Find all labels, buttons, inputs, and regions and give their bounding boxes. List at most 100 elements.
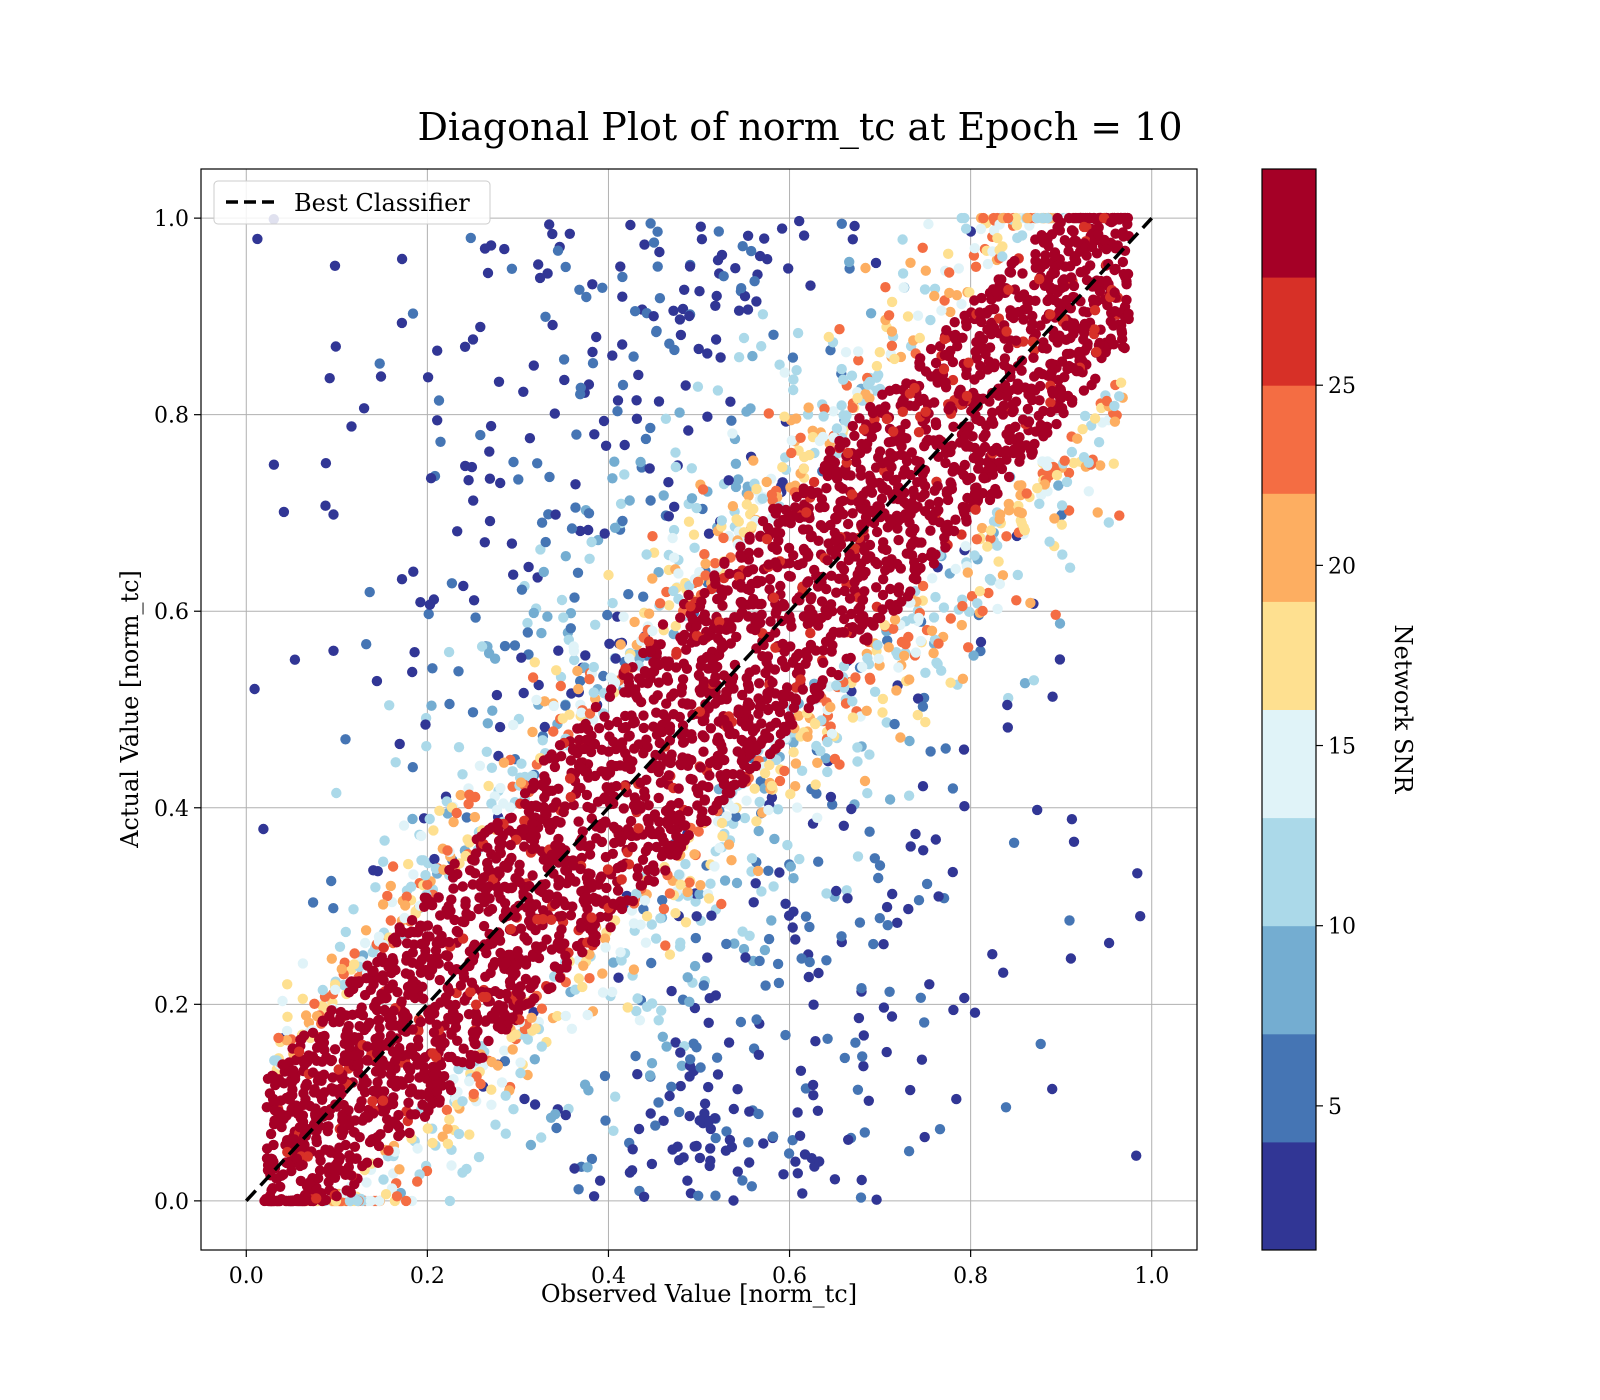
scatter-point (479, 243, 491, 254)
scatter-point (831, 423, 843, 434)
scatter-point (481, 1015, 492, 1026)
scatter-point (956, 298, 967, 310)
scatter-point (957, 332, 968, 343)
scatter-point (367, 966, 378, 977)
scatter-point (994, 578, 1006, 590)
scatter-point (725, 787, 736, 799)
scatter-point (341, 1025, 353, 1036)
scatter-point (602, 609, 613, 621)
scatter-point (464, 789, 475, 800)
scatter-point (683, 589, 694, 601)
scatter-point (825, 791, 837, 803)
scatter-point (336, 963, 347, 975)
scatter-point (997, 570, 1009, 581)
scatter-point (565, 608, 577, 619)
scatter-point (297, 958, 309, 969)
scatter-point (986, 462, 997, 474)
scatter-point (771, 544, 783, 555)
scatter-point (883, 310, 895, 321)
scatter-point (394, 738, 405, 750)
scatter-point (809, 682, 820, 694)
scatter-point (984, 396, 995, 407)
scatter-point (632, 871, 643, 882)
scatter-point (956, 619, 967, 631)
scatter-point (396, 253, 408, 265)
scatter-point (401, 938, 413, 949)
scatter-point (607, 350, 618, 361)
scatter-point (493, 376, 505, 387)
scatter-point (774, 867, 785, 878)
scatter-point (919, 1131, 930, 1143)
scatter-point (495, 848, 506, 859)
scatter-point (375, 371, 387, 382)
scatter-point (1026, 383, 1037, 394)
scatter-point (639, 791, 651, 802)
scatter-point (452, 526, 463, 537)
scatter-point (1101, 244, 1112, 255)
scatter-point (349, 1179, 360, 1190)
scatter-point (920, 406, 931, 417)
scatter-point (928, 612, 940, 623)
scatter-point (865, 401, 876, 413)
scatter-point (886, 296, 898, 308)
scatter-point (364, 586, 375, 598)
scatter-point (834, 435, 845, 447)
scatter-point (853, 346, 864, 357)
scatter-point (764, 573, 776, 585)
scatter-point (880, 565, 891, 576)
scatter-point (624, 653, 635, 664)
scatter-point (378, 942, 389, 953)
scatter-point (783, 612, 795, 623)
scatter-point (559, 801, 571, 812)
scatter-point (836, 605, 848, 616)
scatter-point (788, 747, 799, 758)
scatter-point (507, 1012, 518, 1023)
scatter-point (1083, 457, 1094, 468)
scatter-point (485, 420, 497, 432)
scatter-point (640, 937, 652, 948)
scatter-point (420, 719, 431, 730)
scatter-point (754, 250, 766, 262)
scatter-point (1034, 498, 1045, 509)
scatter-point (643, 817, 654, 828)
scatter-point (746, 245, 757, 257)
scatter-point (1035, 320, 1046, 331)
scatter-point (731, 877, 743, 889)
scatter-point (564, 228, 575, 239)
scatter-point (470, 848, 482, 859)
scatter-point (930, 591, 941, 603)
scatter-point (636, 880, 648, 891)
scatter-point (648, 237, 660, 248)
scatter-point (796, 953, 807, 964)
scatter-point (423, 1008, 434, 1019)
scatter-point (803, 549, 814, 560)
scatter-point (670, 447, 681, 458)
scatter-point (668, 688, 680, 699)
scatter-point (522, 617, 533, 629)
scatter-point (442, 982, 453, 993)
scatter-point (536, 627, 547, 639)
scatter-point (404, 1065, 416, 1076)
scatter-point (754, 796, 765, 808)
scatter-point (686, 493, 698, 504)
scatter-point (1006, 258, 1017, 269)
scatter-point (719, 754, 730, 766)
scatter-point (862, 788, 873, 799)
scatter-point (939, 333, 950, 345)
scatter-point (368, 865, 379, 876)
scatter-point (550, 509, 561, 520)
scatter-point (323, 1121, 334, 1132)
scatter-point (448, 883, 459, 894)
scatter-point (910, 647, 922, 658)
scatter-point (575, 675, 586, 687)
scatter-point (780, 1029, 791, 1041)
scatter-point (753, 547, 764, 558)
scatter-point (846, 803, 857, 815)
scatter-point (1121, 294, 1132, 306)
scatter-point (675, 612, 686, 623)
scatter-point (808, 1090, 819, 1101)
scatter-point (846, 489, 858, 500)
scatter-point (484, 473, 496, 484)
scatter-point (699, 549, 710, 560)
